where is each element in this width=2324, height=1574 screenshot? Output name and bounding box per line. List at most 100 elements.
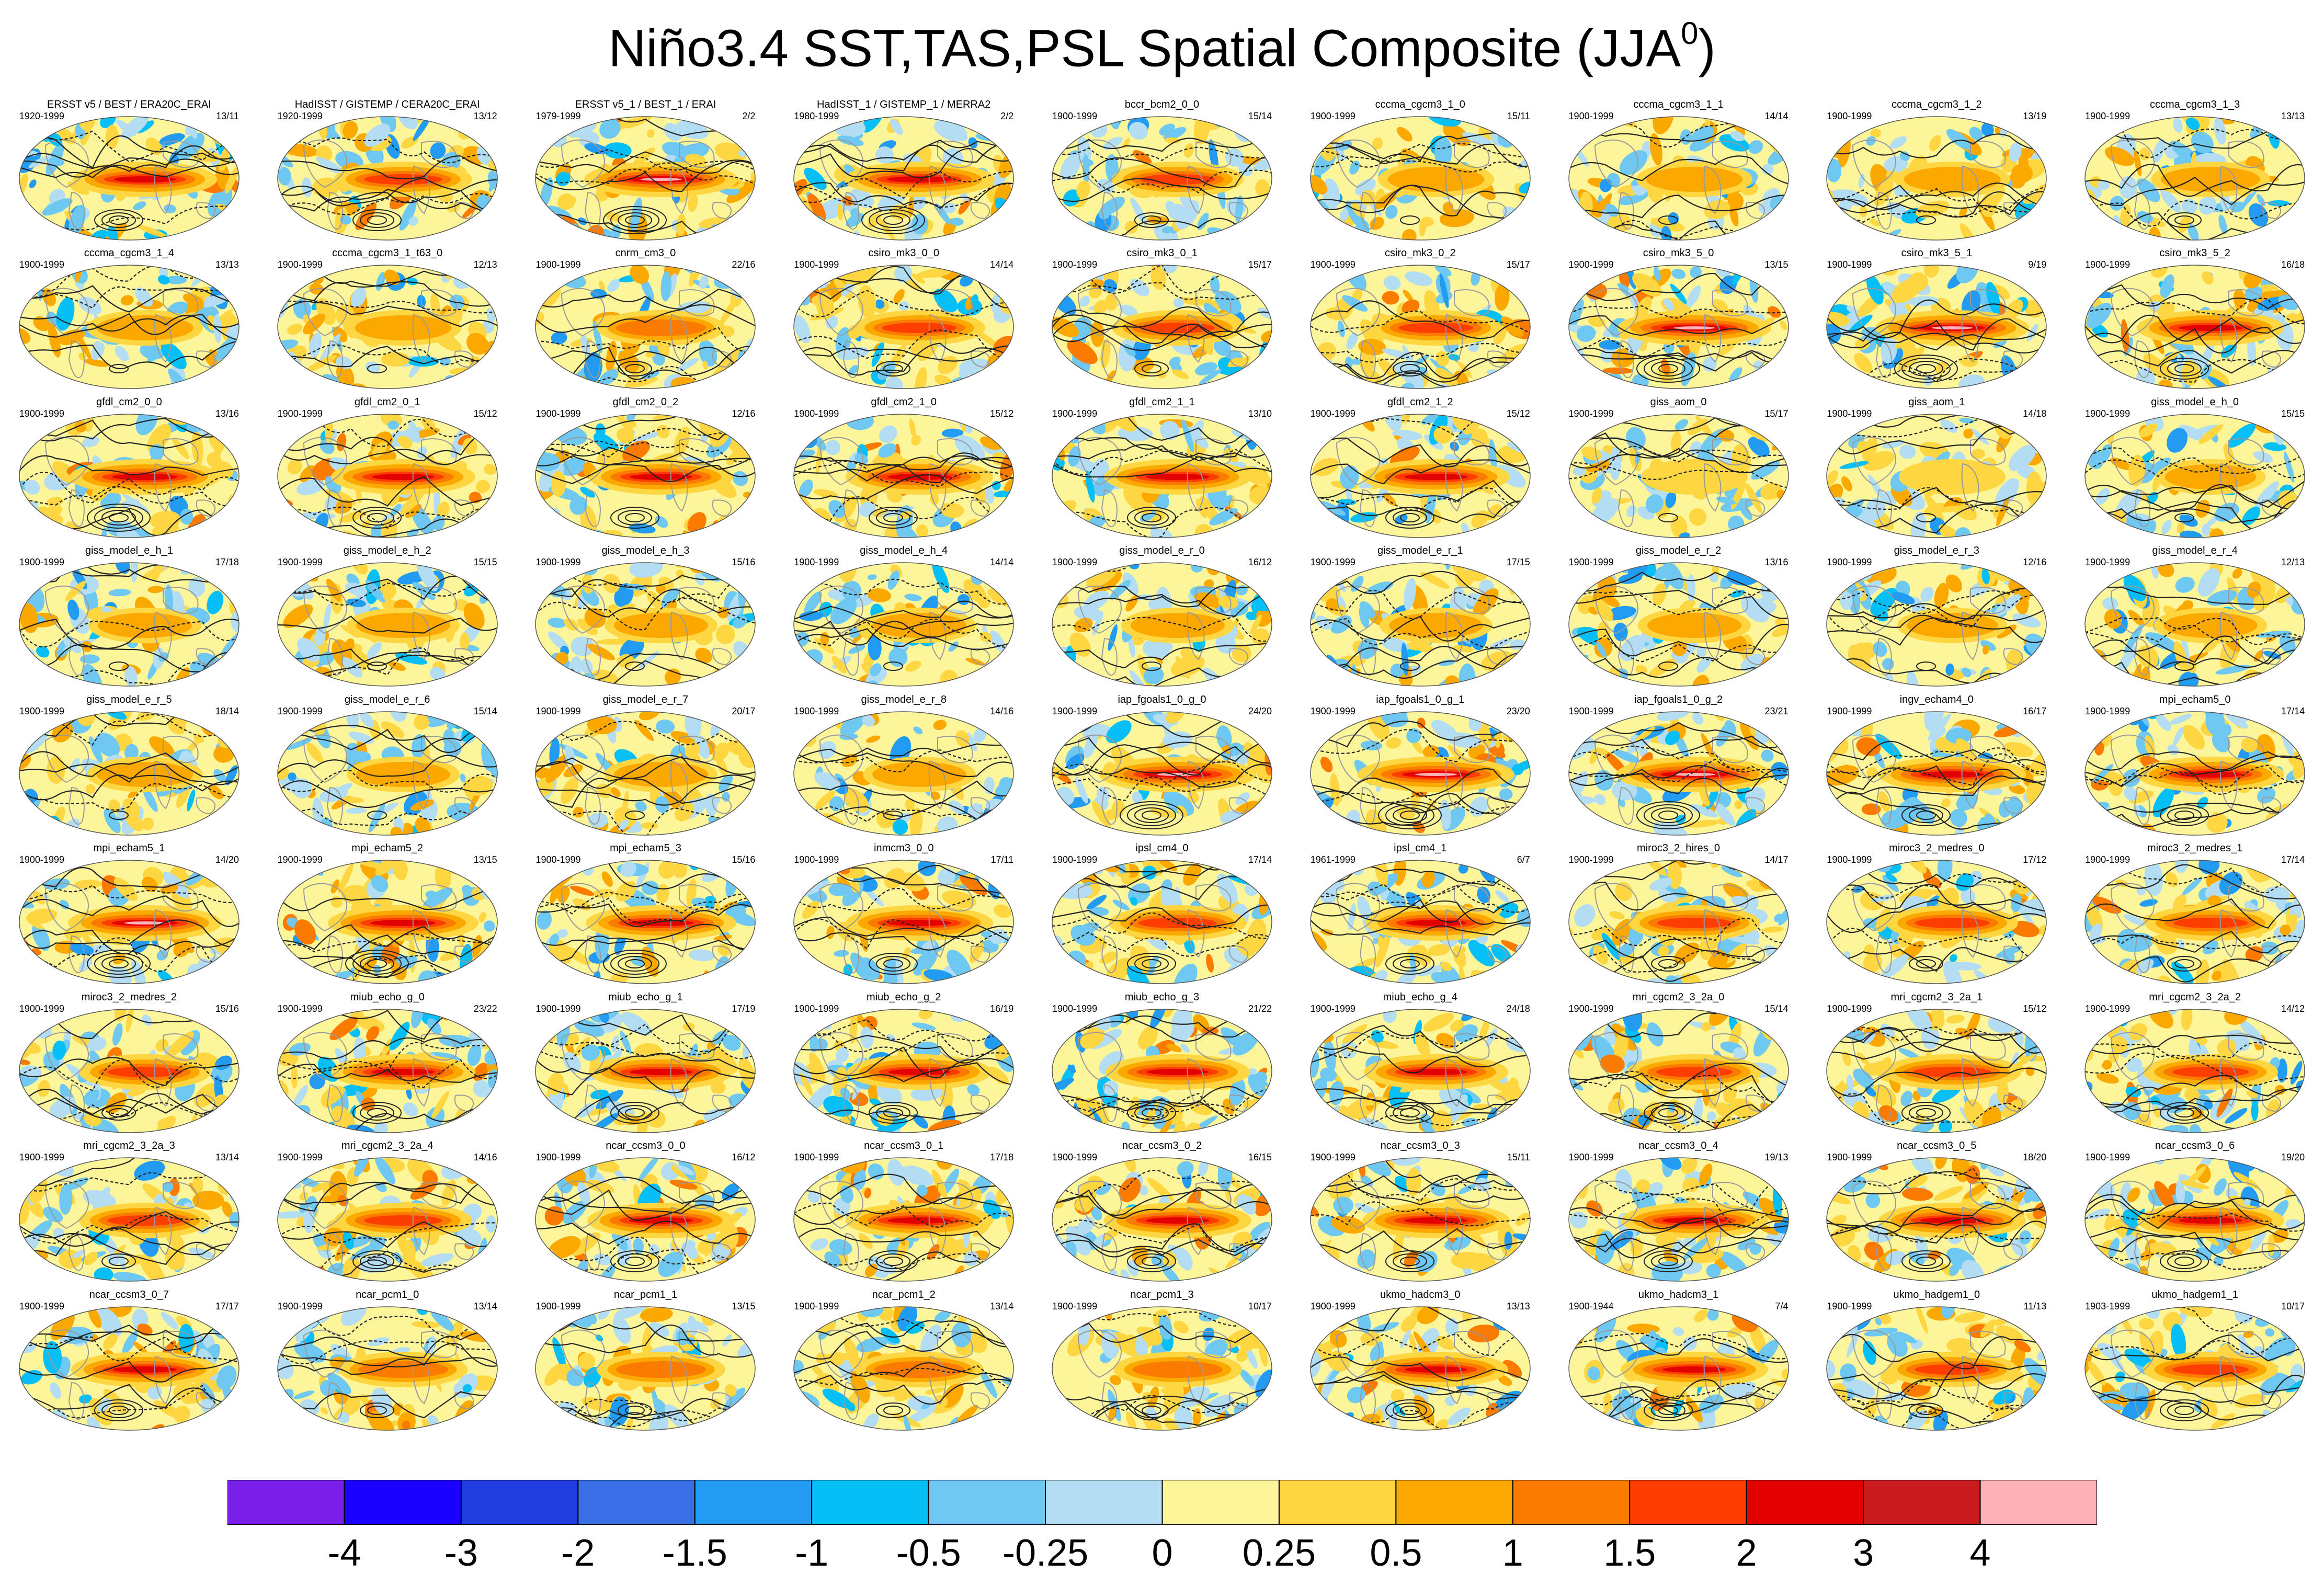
psl-contour-ring: [1377, 801, 1442, 829]
psl-contour-ring: [1636, 801, 1700, 829]
anomaly-blob: [484, 221, 497, 237]
continent-outline: [1594, 734, 1638, 783]
map-field: [1827, 414, 2047, 538]
anomaly-blob: [868, 574, 877, 580]
anomaly-blob: [1422, 745, 1439, 758]
anomaly-blob: [802, 901, 819, 919]
globe-border: [535, 414, 756, 538]
psl-contour: [2085, 457, 2305, 478]
anomaly-blob: [491, 193, 497, 221]
psl-contour-ring: [1142, 364, 1161, 374]
anomaly-blob: [416, 596, 426, 610]
map-panel: iap_fgoals1_0_g_1 1900-1999 23/20: [1305, 694, 1535, 836]
continent-outline: [561, 288, 606, 337]
continent-outline: [1101, 489, 1118, 527]
anomaly-blob: [1367, 881, 1383, 896]
psl-contour: [1310, 571, 1530, 603]
anomaly-blob: [1960, 223, 1976, 240]
psl-contour-ring: [108, 959, 129, 969]
psl-contour: [1568, 939, 1788, 959]
panel-period: 1900-1999: [2085, 705, 2131, 716]
continent-outline: [1445, 760, 1463, 809]
anomaly-blob: [153, 563, 163, 576]
psl-contour: [1052, 321, 1272, 351]
anomaly-blob: [1929, 135, 1942, 152]
anomaly-blob: [1696, 647, 1706, 657]
map-field: [1827, 265, 2047, 389]
map-globe: [1826, 265, 2047, 390]
anomaly-blob: [2011, 164, 2033, 183]
map-panel: giss_model_e_r_3 1900-1999 12/16: [1821, 545, 2052, 687]
anomaly-blob: [1372, 137, 1383, 150]
psl-contour-ring: [108, 512, 129, 522]
anomaly-blob: [1950, 808, 1968, 827]
anomaly-blob: [611, 787, 621, 797]
psl-contour: [19, 884, 239, 904]
anomaly-blob: [1091, 801, 1110, 827]
globe-border: [1826, 116, 2047, 241]
psl-contour-ring: [2160, 804, 2209, 826]
anomaly-blob: [1670, 515, 1688, 538]
anomaly-blob: [1440, 962, 1452, 972]
enso-tongue: [370, 920, 436, 927]
anomaly-blob: [491, 939, 497, 956]
anomaly-blob: [375, 860, 396, 876]
psl-contour: [2085, 128, 2305, 158]
anomaly-blob: [2094, 219, 2106, 240]
anomaly-blob: [603, 142, 632, 159]
anomaly-blob: [121, 117, 150, 139]
continent-outline: [561, 883, 606, 932]
map-panel: gfdl_cm2_0_2 1900-1999 12/16: [530, 397, 760, 538]
anomaly-blob: [2090, 376, 2102, 389]
map-globe: [277, 116, 498, 241]
anomaly-blob: [228, 117, 239, 146]
anomaly-blob: [2092, 763, 2114, 783]
anomaly-blob: [220, 219, 226, 240]
continent-outline: [1228, 796, 1249, 814]
anomaly-blob: [614, 807, 637, 827]
map-globe: [535, 562, 756, 687]
psl-contour: [794, 452, 1014, 471]
anomaly-blob: [42, 198, 73, 216]
anomaly-blob: [584, 608, 606, 629]
anomaly-blob: [2196, 796, 2208, 809]
anomaly-blob: [599, 118, 621, 139]
globe-border: [1568, 265, 1789, 390]
anomaly-blob: [1652, 583, 1667, 606]
anomaly-blob: [741, 563, 748, 572]
anomaly-blob: [2134, 150, 2142, 177]
anomaly-blob: [794, 215, 819, 239]
continent-outline: [712, 648, 732, 666]
anomaly-blob: [1436, 351, 1449, 367]
anomaly-blob: [305, 355, 337, 372]
anomaly-blob: [894, 265, 913, 283]
psl-contour: [1310, 720, 1530, 748]
anomaly-blob: [1120, 305, 1138, 317]
map-field: [1827, 860, 2047, 984]
anomaly-blob: [1770, 377, 1780, 389]
psl-contour: [1827, 618, 2047, 646]
map-globe: [1826, 116, 2047, 241]
psl-contour: [277, 301, 497, 328]
anomaly-blob: [1512, 521, 1529, 537]
anomaly-blob: [1502, 726, 1519, 735]
psl-contour: [1052, 763, 1272, 788]
anomaly-blob: [816, 711, 831, 721]
map-field: [794, 265, 1014, 389]
anomaly-blob: [1722, 943, 1747, 965]
map-panel: giss_aom_1 1900-1999 14/18: [1821, 397, 2052, 538]
anomaly-blob: [978, 595, 990, 609]
enso-tongue: [2163, 613, 2258, 638]
anomaly-blob: [2033, 513, 2046, 537]
continent-outline: [1594, 883, 1638, 932]
anomaly-blob: [2139, 423, 2158, 438]
psl-contour: [1568, 305, 1788, 320]
psl-contour: [277, 755, 497, 777]
anomaly-blob: [1696, 656, 1711, 673]
anomaly-blob: [388, 661, 406, 671]
anomaly-blob: [1573, 719, 1591, 727]
psl-contour: [794, 474, 1014, 499]
anomaly-blob: [1126, 965, 1151, 984]
anomaly-blob: [133, 201, 146, 210]
anomaly-blob: [286, 738, 312, 750]
